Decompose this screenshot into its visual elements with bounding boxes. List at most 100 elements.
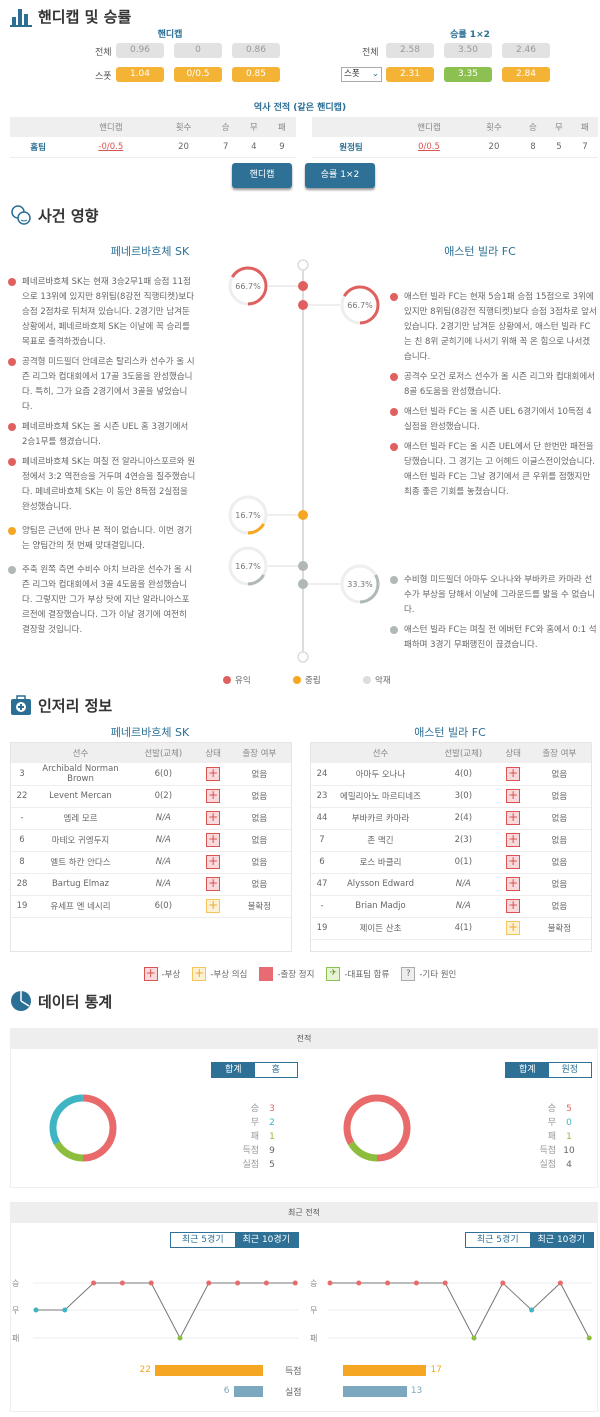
- table-row: 28 Bartug Elmaz N/A + 없음: [11, 873, 291, 896]
- stat-value: 0: [566, 1118, 572, 1128]
- home-record-stats: 승 3 무 2 패 1 득점 9 실점 5: [215, 1102, 285, 1172]
- bullet-dot-icon: [8, 458, 16, 466]
- table-row: 47 Alysson Edward N/A + 없음: [311, 873, 591, 896]
- event-text: 공격형 미드필더 안데르손 탈리스카 선수가 올 시즌 리그와 컵대회에서 17…: [22, 357, 195, 412]
- team-label: 원정팀: [312, 137, 390, 158]
- home-recent-toggle: 최근 5경기 최근 10경기: [170, 1232, 299, 1248]
- percent-label: 66.7%: [347, 301, 373, 310]
- bullet-dot-icon: [8, 527, 16, 535]
- injury-icon: +: [506, 765, 521, 781]
- home_conceded-value: 6: [223, 1386, 230, 1396]
- player-number: 47: [311, 873, 333, 896]
- injury-icon: +: [206, 788, 221, 803]
- stat-value: 5: [566, 1104, 572, 1114]
- axis-label: 패: [12, 1333, 19, 1343]
- donut-slice-loss: [49, 1094, 117, 1162]
- scored-label: 득점: [285, 1367, 302, 1377]
- question-icon: ?: [401, 967, 416, 981]
- timeline-node: [298, 579, 308, 589]
- player-number: 19: [11, 895, 33, 918]
- availability: 없음: [527, 785, 591, 808]
- percent-label: 33.3%: [347, 580, 373, 589]
- handicap-link[interactable]: 0/0.5: [418, 141, 440, 152]
- toggle-last5[interactable]: 최근 5경기: [181, 1235, 224, 1245]
- toggle-total[interactable]: 합계: [212, 1063, 255, 1077]
- section-title-text: 핸디캡 및 승률: [38, 7, 132, 26]
- odds-row-all-label: 전체: [362, 48, 379, 58]
- col-header: 상태: [198, 743, 228, 763]
- impact-home-team: 페네르바흐체 SK: [110, 245, 190, 258]
- odds-select-value: 스폿: [344, 69, 360, 79]
- odds-button[interactable]: 승률 1×2: [305, 163, 375, 188]
- toggle-home[interactable]: 홈: [271, 1065, 280, 1075]
- table-row: 44 부바카르 카마라 2(4) + 없음: [311, 807, 591, 830]
- event-item: 공격수 모건 로저스 선수가 올 시즌 리그와 컵대회에서 8골 6도움을 완성…: [390, 370, 597, 400]
- losses: 9: [267, 137, 296, 158]
- toggle-total[interactable]: 합계: [506, 1063, 549, 1077]
- player-number: 6: [311, 851, 333, 874]
- col-draw: 무: [239, 117, 268, 137]
- col-win: 승: [211, 117, 240, 137]
- player-number: 19: [311, 917, 333, 940]
- pie-chart-icon: [11, 991, 31, 1011]
- stat-label: 실점: [242, 1160, 259, 1170]
- col-header: 선수: [333, 743, 428, 763]
- wins: 7: [211, 137, 240, 158]
- away-record-stats: 승 5 무 0 패 1 득점 10 실점 4: [510, 1102, 582, 1172]
- impact-timeline: 66.7% 66.7% 16.7% 16.7% 33.3%: [228, 259, 380, 663]
- faces-icon: [11, 205, 31, 225]
- player-name: 에밀리아노 마르티네즈: [333, 785, 428, 808]
- bullet-dot-icon: [8, 566, 16, 574]
- impact-away-team: 애스턴 빌라 FC: [444, 245, 516, 258]
- negative-dot-icon: [363, 676, 371, 684]
- axis-label: 승: [12, 1279, 19, 1288]
- bullet-dot-icon: [390, 626, 398, 634]
- handicap-button[interactable]: 핸디캡: [232, 163, 292, 188]
- odds-type-select[interactable]: 스폿 ⌄: [341, 67, 382, 82]
- home_scored-bar: [155, 1365, 263, 1376]
- legend-suspended: -출장 정지: [259, 967, 314, 981]
- stat-value: 9: [269, 1146, 275, 1156]
- col-count: 횟수: [155, 117, 212, 137]
- home-record-donut: [49, 1094, 117, 1162]
- toggle-last5[interactable]: 최근 5경기: [476, 1235, 519, 1245]
- injury-table-home: 선수 선발(교체) 상태 출장 여부 3 Archibald Norman Brown 6(…: [10, 742, 292, 952]
- handicap-link[interactable]: -0/0.5: [98, 141, 124, 152]
- player-name: 부바카르 카마라: [333, 807, 428, 830]
- injury-icon: +: [206, 832, 221, 847]
- legend-injury: + -부상: [143, 967, 180, 981]
- stat-row: 실점 4: [510, 1158, 582, 1172]
- event-item: 공격형 미드필더 안데르손 탈리스카 선수가 올 시즌 리그와 컵대회에서 17…: [8, 355, 196, 415]
- toggle-away[interactable]: 원정: [561, 1065, 579, 1075]
- event-text: 양팀은 근년에 만나 본 적이 없습니다. 이번 경기는 양팀간의 첫 번째 맞…: [22, 526, 193, 551]
- event-item: 페네르바흐체 SK는 현재 3승2무1패 승점 11점으로 13위에 있지만 8…: [8, 275, 196, 350]
- injury-away-team: 애스턴 빌라 FC: [414, 726, 486, 739]
- home-negative-events: 주축 왼쪽 측면 수비수 아치 브라운 선수가 올 시즌 리그와 컵대회에서 3…: [8, 563, 196, 643]
- toggle-last10[interactable]: 최근 10경기: [529, 1233, 593, 1247]
- home_scored-value: 22: [139, 1365, 151, 1375]
- form-point: [62, 1307, 68, 1313]
- table-row: - 엠레 모르 N/A + 없음: [11, 807, 291, 830]
- percent-label: 16.7%: [235, 562, 261, 571]
- table-row: 23 에밀리아노 마르티네즈 3(0) + 없음: [311, 785, 591, 808]
- handicap-spot-home: 1.04: [116, 67, 164, 82]
- availability: 없음: [227, 851, 291, 874]
- availability: 없음: [527, 873, 591, 896]
- bullet-dot-icon: [390, 293, 398, 301]
- starts-subs: 3(0): [428, 785, 499, 808]
- timeline-node: [298, 281, 308, 291]
- event-text: 페네르바흐체 SK는 현재 3승2무1패 승점 11점으로 13위에 있지만 8…: [22, 277, 195, 347]
- player-name: 로스 바클리: [333, 851, 428, 874]
- form-point: [91, 1280, 97, 1286]
- table-row: 19 제이든 산초 4(1) + 불확정: [311, 917, 591, 940]
- event-text: 페네르바흐체 SK는 올 시즌 UEL 홈 3경기에서 2승1무를 챙겼습니다.: [22, 422, 189, 447]
- injury-icon: +: [506, 788, 521, 803]
- availability: 없음: [527, 807, 591, 830]
- event-text: 공격수 모건 로저스 선수가 올 시즌 리그와 컵대회에서 8골 6도움을 완성…: [404, 372, 595, 397]
- toggle-last10[interactable]: 최근 10경기: [234, 1233, 298, 1247]
- legend-label: 유익: [235, 676, 251, 686]
- starts-subs: N/A: [428, 895, 499, 918]
- event-text: 애스턴 빌라 FC는 올 시즌 UEL 6경기에서 10득점 4실점을 완성했습…: [404, 407, 592, 432]
- handicap-label: 핸디캡: [157, 30, 183, 40]
- form-point: [471, 1335, 477, 1341]
